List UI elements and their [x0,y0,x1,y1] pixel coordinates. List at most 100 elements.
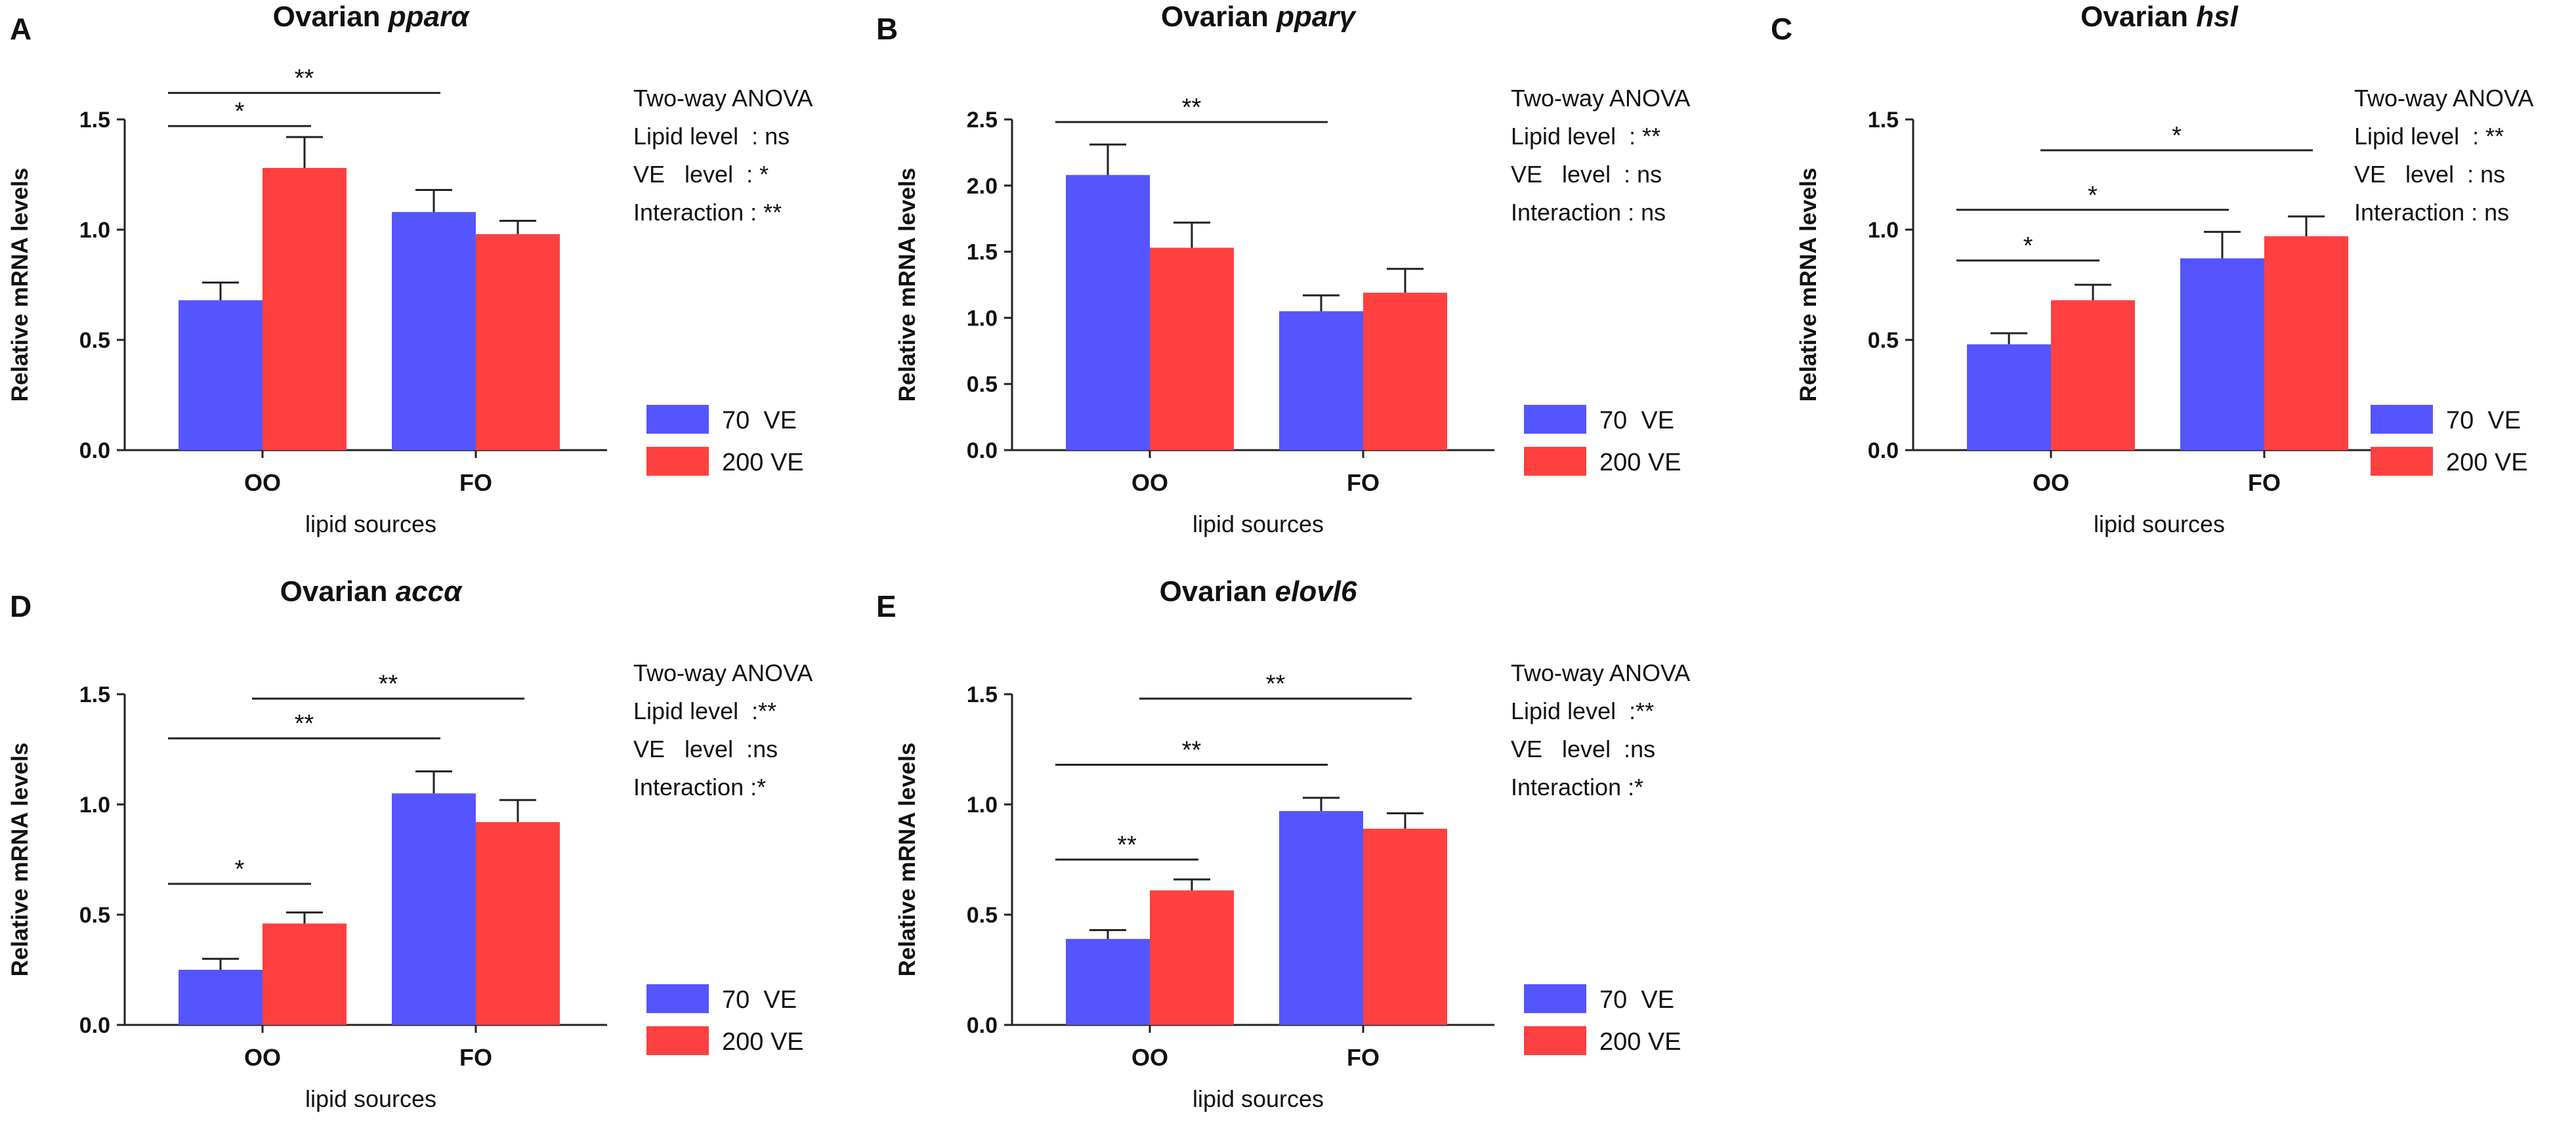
x-axis-label: lipid sources [1193,1085,1324,1112]
y-tick-label: 2.5 [967,108,998,133]
y-tick-label: 1.0 [79,218,110,243]
chart-title: Ovarian pparγ [1161,1,1357,33]
significance-label: ** [1182,737,1202,764]
bar-FO-70ve [2180,258,2264,450]
y-tick-label: 1.0 [1868,218,1899,243]
x-category-label: FO [1347,1044,1380,1071]
bar-FO-200ve [2264,236,2348,450]
chart-title-gene: accα [396,575,463,608]
bar-OO-200ve [1150,890,1234,1025]
y-tick-label: 0.0 [79,438,110,463]
significance-label: ** [295,65,314,93]
stats-title: Two-way ANOVA [1511,85,1690,112]
panel-letter: B [876,12,898,46]
y-axis-label: Relative mRNA levels [1796,168,1821,402]
y-tick-label: 1.5 [79,108,110,133]
bar-FO-70ve [392,793,476,1025]
panel-letter: C [1771,12,1792,46]
stats-line: VE level : ns [1511,161,1662,188]
legend-label: 70 VE [722,407,797,434]
stats-line: VE level :ns [1511,736,1655,762]
chart-title-prefix: Ovarian [1160,575,1275,608]
legend-label: 70 VE [1599,986,1674,1014]
x-axis-label: lipid sources [305,1085,436,1112]
bar-FO-200ve [1363,293,1447,450]
y-tick-label: 0.0 [79,1013,110,1038]
stats-line: Lipid level : ns [633,123,790,150]
stats-line: VE level : ns [2354,161,2505,188]
y-tick-label: 0.5 [967,903,998,928]
chart-panel-A: A Ovarian pparα 0.0 0.5 1.0 1.5 Relative mRNA … [7,1,813,537]
chart-title-gene: pparα [388,1,470,33]
x-axis-label: lipid sources [1193,510,1324,537]
stats-line: Lipid level :** [633,697,776,724]
y-tick-label: 0.5 [967,372,998,397]
legend-label: 200 VE [1599,449,1681,476]
legend-label: 200 VE [1599,1028,1681,1056]
significance-label: ** [379,671,398,698]
chart-title-prefix: Ovarian [1161,1,1277,33]
stats-line: Lipid level :** [1511,697,1654,724]
bar-FO-200ve [476,234,560,450]
y-tick-label: 0.0 [1868,438,1899,463]
y-tick-label: 0.5 [1868,328,1899,353]
legend-swatch [1524,405,1586,434]
bar-OO-70ve [1066,175,1150,450]
significance-label: * [2023,232,2033,260]
stats-line: Interaction : ns [1511,199,1666,226]
legend-swatch [646,1026,709,1055]
y-axis-label: Relative mRNA levels [895,168,920,402]
bar-FO-200ve [1363,828,1447,1025]
significance-label: ** [1117,831,1137,859]
bar-OO-200ve [263,167,347,451]
legend-swatch [646,447,709,476]
y-axis-label: Relative mRNA levels [7,168,33,402]
chart-title-prefix: Ovarian [2080,1,2196,33]
x-category-label: OO [244,469,281,496]
y-tick-label: 1.5 [967,240,998,265]
y-tick-label: 1.5 [1868,108,1899,133]
x-category-label: FO [2248,469,2281,496]
bar-FO-200ve [476,822,560,1025]
legend-label: 200 VE [722,1028,804,1056]
stats-title: Two-way ANOVA [1511,659,1690,686]
stats-line: Lipid level : ** [1511,123,1660,150]
x-category-label: OO [1131,469,1168,496]
x-category-label: FO [1347,469,1380,496]
y-tick-label: 0.5 [79,328,110,353]
legend-label: 70 VE [722,986,797,1014]
bar-FO-70ve [392,212,476,450]
chart-title: Ovarian hsl [2080,1,2238,33]
chart-panel-E: E Ovarian elovl6 0.0 0.5 1.0 1.5 Relative mRNA… [876,575,1690,1112]
chart-panel-B: B Ovarian pparγ 0.0 0.5 1.0 1.5 2.0 2.5 Relative… [876,1,1690,537]
bar-OO-70ve [179,970,263,1025]
x-axis-label: lipid sources [2094,510,2225,537]
chart-title: Ovarian elovl6 [1160,575,1357,608]
significance-label: * [235,856,245,883]
stats-line: Interaction :* [633,774,766,801]
significance-label: * [2172,122,2182,150]
stats-line: Interaction : ** [633,199,782,226]
bar-OO-70ve [179,300,263,450]
x-category-label: OO [2033,469,2069,496]
stats-line: Lipid level : ** [2354,123,2504,150]
chart-title-gene: hsl [2196,1,2238,33]
stats-line: VE level : * [633,161,769,188]
y-axis-label: Relative mRNA levels [895,743,920,977]
chart-title-gene: pparγ [1276,1,1357,33]
y-tick-label: 0.0 [967,438,998,463]
legend-label: 70 VE [1599,407,1674,434]
legend-swatch [2371,405,2433,434]
stats-line: VE level :ns [633,736,778,762]
significance-label: ** [1182,94,1202,121]
bar-FO-70ve [1279,311,1363,450]
panel-letter: A [10,12,32,46]
x-category-label: OO [244,1044,281,1071]
panel-letter: E [876,589,897,623]
chart-title: Ovarian pparα [273,1,470,33]
legend-swatch [2371,447,2433,476]
legend-label: 200 VE [2446,449,2528,476]
bar-OO-200ve [263,923,347,1025]
